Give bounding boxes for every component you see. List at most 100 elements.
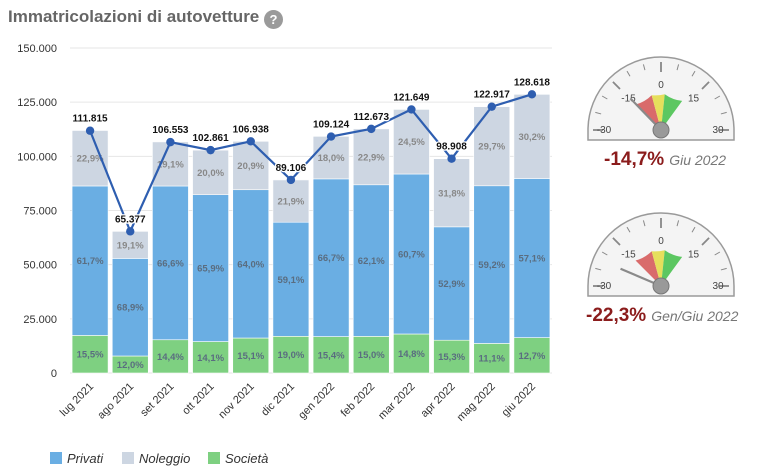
gauge-tick (601, 95, 608, 100)
y-tick-label: 0 (51, 368, 57, 380)
legend-swatch-privati (50, 452, 62, 464)
segment-label: 20,0% (197, 168, 224, 179)
gauge-tick (595, 111, 602, 115)
y-tick-label: 25.000 (23, 314, 57, 326)
legend-swatch-societa (208, 452, 220, 464)
stacked-bar-chart: 0 25.000 50.000 75.000 100.000 125.000 150.000… (17, 43, 552, 424)
segment-label: 14,8% (398, 349, 425, 360)
gauge-tick (626, 226, 631, 233)
gauge-tick (701, 237, 710, 246)
x-tick-label: giu 2022 (500, 381, 538, 419)
gauge-zone (635, 95, 661, 130)
total-point (85, 126, 95, 135)
gauge-scale-label: 0 (658, 80, 664, 91)
segment-label: 14,1% (197, 353, 224, 364)
total-label: 106.938 (233, 124, 270, 135)
bar-segment-societa (513, 337, 551, 374)
total-label: 111.815 (73, 114, 108, 125)
gauge-zone (635, 251, 661, 286)
total-point (286, 175, 296, 185)
segment-label: 59,1% (277, 275, 304, 286)
gauge-hub (652, 277, 670, 295)
total-label: 106.553 (152, 125, 189, 136)
total-point (447, 154, 456, 163)
segment-label: 15,4% (318, 350, 345, 361)
x-tick-label: nov 2021 (216, 381, 256, 421)
segment-label: 19,1% (117, 240, 144, 251)
total-label: 122.917 (474, 90, 511, 101)
segment-label: 15,5% (77, 350, 104, 361)
gauge-tick (642, 64, 646, 71)
x-tick-label: gen 2022 (296, 381, 337, 422)
bar-segment-privati (393, 173, 430, 335)
legend-item-societa[interactable]: Società (208, 451, 268, 466)
bar-segment-noleggio (473, 106, 511, 187)
bar-segment-societa (232, 337, 270, 374)
bar-segment-privati (312, 178, 350, 337)
x-tick-label: dic 2021 (259, 381, 297, 419)
gauge-tick (642, 220, 646, 227)
x-tick-label: mag 2022 (455, 381, 498, 424)
total-label: 109.124 (313, 120, 350, 131)
legend-swatch-noleggio (122, 452, 134, 464)
x-tick-label: apr 2022 (419, 381, 458, 420)
gauge-tick (612, 237, 621, 246)
gauge-scale-label: 15 (688, 93, 700, 104)
bar-segment-privati (473, 185, 511, 344)
segment-label: 64,0% (237, 259, 264, 270)
gauge-zone (651, 250, 665, 286)
gauge-zone (661, 94, 683, 130)
gauge-scale-label: 30 (712, 125, 724, 136)
segment-label: 31,8% (438, 188, 465, 199)
bar-segment-societa (352, 336, 390, 374)
bar-segment-societa (473, 343, 511, 374)
segment-label: 66,7% (318, 253, 345, 264)
legend-label: Privati (67, 451, 104, 466)
gauge-tick (720, 267, 727, 271)
segment-label: 68,9% (117, 303, 144, 314)
help-icon[interactable]: ? (264, 10, 283, 29)
gauge-scale-label: -30 (597, 125, 612, 136)
y-tick-label: 150.000 (17, 43, 57, 55)
gauge-tick (714, 251, 721, 256)
total-point (326, 132, 336, 141)
gauge-tick (701, 81, 710, 90)
gauge-zone (661, 250, 683, 286)
gauge-hub (652, 121, 670, 139)
gauge-monthly: -30 -15 0 15 30 (587, 56, 735, 141)
segment-label: 12,7% (518, 351, 545, 362)
gauge-monthly-reading: -14,7% Giu 2022 (604, 149, 726, 171)
gauge-value: -22,3% (586, 305, 647, 326)
gauge-tick (612, 81, 621, 90)
segment-label: 15,0% (358, 350, 385, 361)
segment-label: 66,6% (157, 258, 184, 269)
segment-label: 15,3% (438, 352, 465, 363)
bar-segment-privati (433, 226, 470, 341)
bar-segment-privati (71, 185, 109, 336)
bar-segment-noleggio (111, 231, 149, 259)
gauge-tick (691, 226, 696, 233)
segment-label: 59,2% (478, 260, 505, 271)
segment-label: 15,1% (237, 351, 264, 362)
bar-segment-privati (513, 178, 551, 338)
total-label: 112.673 (353, 112, 389, 123)
bar-segment-societa (433, 339, 470, 374)
segment-label: 21,9% (277, 197, 304, 208)
x-tick-label: mar 2022 (376, 381, 417, 422)
x-tick-label: ago 2021 (95, 381, 136, 422)
total-point (527, 90, 537, 99)
total-line (89, 93, 533, 235)
gauge-ytd-reading: -22,3% Gen/Giu 2022 (586, 305, 738, 327)
total-label: 128.618 (514, 77, 551, 88)
gauge-tick (691, 70, 696, 77)
legend-item-noleggio[interactable]: Noleggio (122, 451, 190, 466)
segment-label: 11,1% (479, 354, 506, 365)
y-tick-label: 75.000 (23, 206, 57, 218)
segment-label: 12,0% (117, 360, 144, 371)
x-tick-label: feb 2022 (339, 381, 378, 420)
legend-item-privati[interactable]: Privati (50, 451, 103, 466)
segment-label: 30,2% (518, 132, 545, 143)
total-label: 65.377 (115, 214, 146, 225)
y-tick-label: 50.000 (23, 260, 57, 272)
segment-label: 62,1% (358, 256, 385, 267)
